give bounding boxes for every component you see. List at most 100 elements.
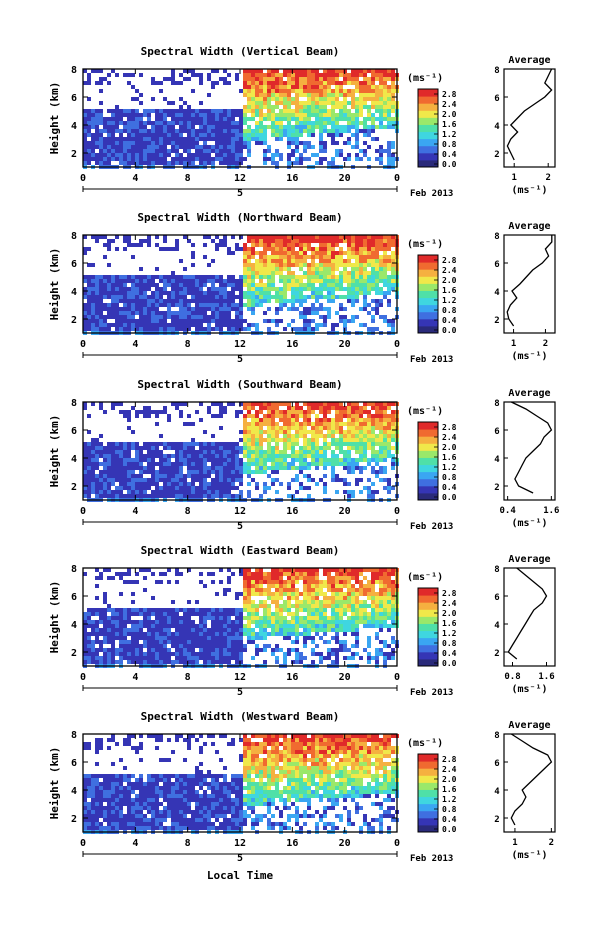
heatmap-cell [267, 85, 271, 89]
heatmap-cell [143, 486, 147, 490]
heatmap-cell [199, 466, 203, 470]
heatmap-cell [103, 632, 107, 636]
heatmap-cell [367, 442, 371, 446]
heatmap-cell [99, 287, 103, 291]
heatmap-cell [203, 648, 207, 652]
heatmap-cell [95, 462, 99, 466]
heatmap-cell [103, 620, 107, 624]
heatmap-cell [123, 145, 127, 149]
heatmap-cell [195, 450, 199, 454]
heatmap-cell [307, 121, 311, 125]
heatmap-cell [123, 446, 127, 450]
heatmap-cell [315, 121, 319, 125]
heatmap-cell [163, 406, 167, 410]
heatmap-cell [339, 239, 343, 243]
heatmap-cell [239, 153, 243, 157]
heatmap-cell [255, 450, 259, 454]
heatmap-cell [259, 93, 263, 97]
heatmap-cell [211, 454, 215, 458]
heatmap-cell [223, 145, 227, 149]
heatmap-cell [287, 101, 291, 105]
heatmap-cell [187, 323, 191, 327]
heatmap-cell [99, 77, 103, 81]
heatmap-cell [163, 137, 167, 141]
heatmap-cell [111, 620, 115, 624]
heatmap-cell [151, 275, 155, 279]
heatmap-cell [251, 584, 255, 588]
heatmap-cell [247, 69, 251, 73]
heatmap-cell [343, 482, 347, 486]
heatmap-cell [259, 77, 263, 81]
heatmap-cell [307, 466, 311, 470]
heatmap-cell [311, 271, 315, 275]
heatmap-cell [187, 283, 191, 287]
heatmap-cell [203, 121, 207, 125]
heatmap-cell [195, 410, 199, 414]
heatmap-cell [375, 410, 379, 414]
heatmap-cell [251, 604, 255, 608]
heatmap-cell [207, 161, 211, 165]
heatmap-cell [103, 153, 107, 157]
heatmap-cell [163, 327, 167, 331]
heatmap-cell [215, 295, 219, 299]
heatmap-cell [155, 652, 159, 656]
heatmap-cell [155, 291, 159, 295]
heatmap-cell [271, 247, 275, 251]
heatmap-cell [243, 454, 247, 458]
heatmap-cell [111, 153, 115, 157]
heatmap-cell [291, 251, 295, 255]
heatmap-cell [115, 125, 119, 129]
heatmap-cell [159, 287, 163, 291]
heatmap-cell [323, 141, 327, 145]
heatmap-cell [195, 287, 199, 291]
heatmap-cell [291, 117, 295, 121]
heatmap-cell [207, 275, 211, 279]
heatmap-cell [335, 149, 339, 153]
heatmap-cell [271, 251, 275, 255]
heatmap-cell [243, 255, 247, 259]
heatmap-cell [327, 418, 331, 422]
heatmap-cell [359, 267, 363, 271]
heatmap-cell [247, 267, 251, 271]
heatmap-cell [131, 327, 135, 331]
heatmap-cell [339, 247, 343, 251]
heatmap-cell [307, 311, 311, 315]
profile-unit: (ms⁻¹) [511, 518, 547, 529]
heatmap-cell [91, 486, 95, 490]
heatmap-cell [175, 129, 179, 133]
heatmap-cell [363, 77, 367, 81]
heatmap-cell [267, 125, 271, 129]
heatmap-cell [291, 85, 295, 89]
heatmap-cell [131, 255, 135, 259]
heatmap-cell [151, 307, 155, 311]
heatmap-cell [259, 458, 263, 462]
heatmap-cell [387, 446, 391, 450]
heatmap-cell [135, 141, 139, 145]
heatmap-cell [83, 141, 87, 145]
heatmap-cell [167, 141, 171, 145]
heatmap-cell [279, 482, 283, 486]
heatmap-cell [247, 600, 251, 604]
heatmap-cell [391, 93, 395, 97]
heatmap-cell [95, 129, 99, 133]
heatmap-cell [167, 482, 171, 486]
heatmap-cell [127, 426, 131, 430]
heatmap-cell [371, 307, 375, 311]
heatmap-cell [375, 239, 379, 243]
heatmap-cell [111, 299, 115, 303]
heatmap-cell [191, 442, 195, 446]
heatmap-cell [367, 446, 371, 450]
heatmap-cell [131, 307, 135, 311]
heatmap-cell [87, 454, 91, 458]
heatmap-cell [139, 295, 143, 299]
heatmap-cell [191, 636, 195, 640]
heatmap-cell [375, 109, 379, 113]
heatmap-cell [187, 624, 191, 628]
heatmap-cell [91, 299, 95, 303]
profile-line [506, 68, 553, 161]
heatmap-cell [387, 406, 391, 410]
heatmap-cell [139, 275, 143, 279]
heatmap-cell [147, 149, 151, 153]
colorbar-swatch [418, 152, 438, 161]
heatmap-cell [171, 283, 175, 287]
